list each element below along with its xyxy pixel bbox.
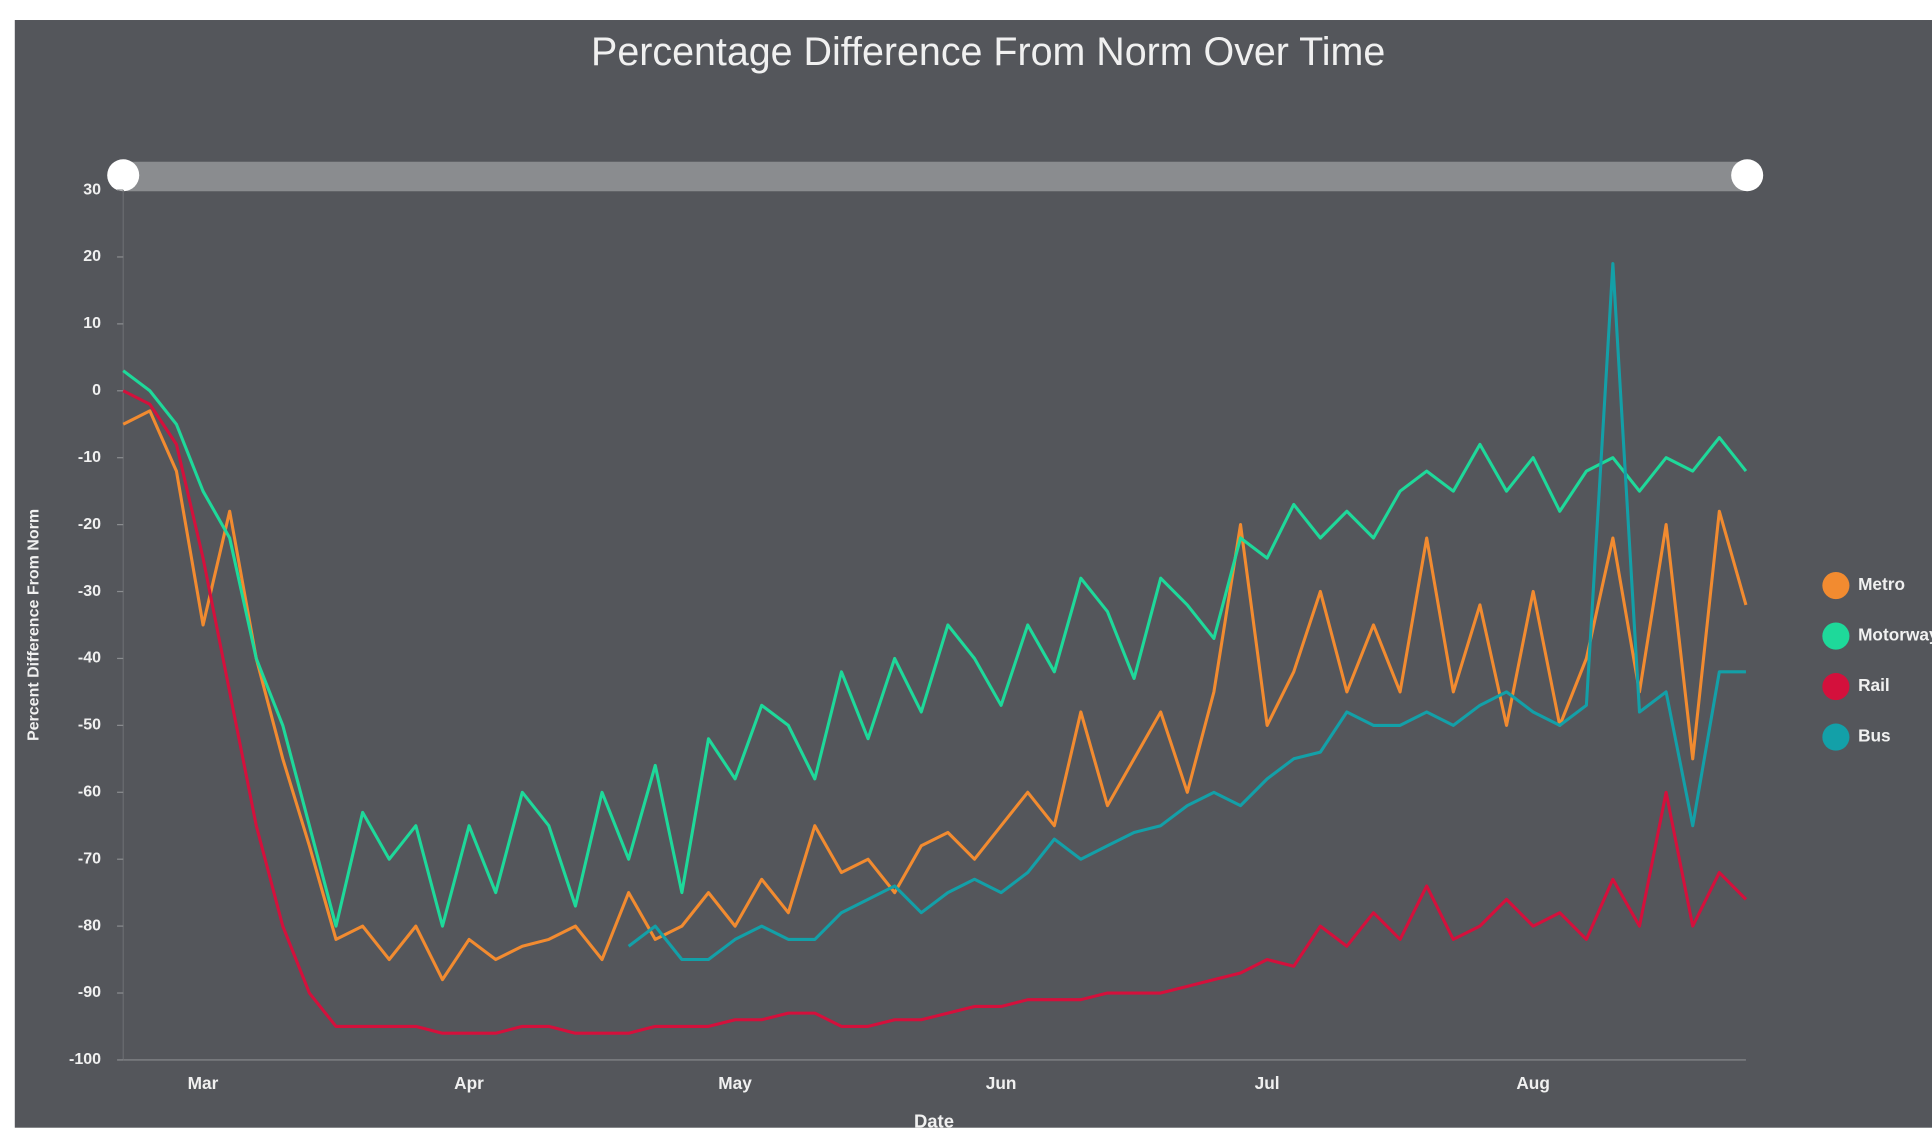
legend-label: Bus <box>1858 726 1891 746</box>
legend-label: Motorway <box>1858 625 1932 645</box>
x-tick-label: Jun <box>986 1073 1017 1093</box>
y-tick-label: 20 <box>83 248 101 265</box>
range-slider[interactable] <box>123 161 1748 192</box>
y-tick-label: 0 <box>92 382 101 399</box>
y-tick-label: 30 <box>83 181 101 198</box>
series-line <box>122 409 1748 982</box>
x-tick-label: Jul <box>1255 1073 1280 1093</box>
y-tick-label: -60 <box>78 784 101 801</box>
legend-label: Rail <box>1858 675 1890 695</box>
legend-swatch <box>1822 673 1850 701</box>
x-tick-label: Apr <box>454 1073 484 1093</box>
x-tick-label: Mar <box>188 1073 219 1093</box>
x-tick-label: Aug <box>1516 1073 1550 1093</box>
y-tick-label: -40 <box>78 650 101 667</box>
chart-title: Percentage Difference From Norm Over Tim… <box>591 30 1385 74</box>
y-tick-label: -80 <box>78 917 101 934</box>
y-tick-label: -70 <box>78 850 101 867</box>
series-line <box>122 389 1748 1035</box>
slider-handle-left[interactable] <box>107 159 140 192</box>
series-line <box>122 369 1748 928</box>
legend-label: Metro <box>1858 574 1905 594</box>
legend-swatch <box>1822 622 1850 650</box>
y-tick-label: 10 <box>83 315 101 332</box>
y-tick-label: -10 <box>78 449 101 466</box>
y-tick-label: -30 <box>78 583 101 600</box>
x-axis-label: Date <box>914 1111 954 1128</box>
y-axis-label: Percent Difference From Norm <box>26 509 43 741</box>
slider-handle-right[interactable] <box>1731 159 1764 192</box>
x-tick-label: May <box>718 1073 752 1093</box>
legend-swatch <box>1822 723 1850 751</box>
legend-swatch <box>1822 572 1850 600</box>
y-tick-label: -90 <box>78 984 101 1001</box>
chart-background <box>14 20 1932 1128</box>
y-tick-label: -100 <box>69 1051 101 1068</box>
y-tick-label: -50 <box>78 717 101 734</box>
y-tick-label: -20 <box>78 516 101 533</box>
series-line <box>627 262 1746 962</box>
